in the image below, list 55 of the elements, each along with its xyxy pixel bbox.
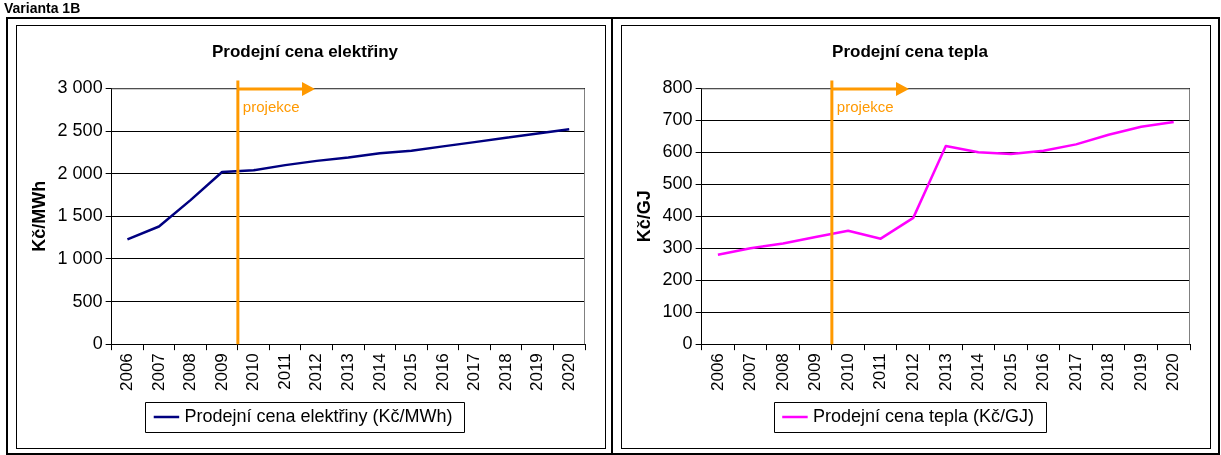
x-tick-label: 2010 (243, 353, 263, 392)
x-tick-label: 2006 (117, 353, 137, 392)
ref-line-label: projekce (836, 98, 894, 116)
x-tick-label: 2013 (338, 353, 358, 392)
x-tick-label: 2011 (274, 353, 294, 390)
x-tick-label: 2016 (432, 353, 452, 392)
ref-line-label: projekce (242, 98, 300, 116)
y-tick-label: 600 (662, 141, 693, 162)
x-tick-label: 2017 (464, 353, 484, 392)
y-tick-label: 400 (662, 205, 693, 226)
y-tick-label: 0 (682, 333, 693, 354)
y-tick-label: 2 500 (57, 120, 103, 140)
legend-label: Prodejní cena elektřiny (Kč/MWh) (184, 405, 453, 426)
x-tick-label: 2018 (495, 353, 515, 392)
x-tick-label: 2018 (1098, 353, 1118, 392)
x-tick-label: 2017 (1065, 353, 1085, 392)
x-tick-label: 2009 (211, 353, 231, 392)
x-tick-label: 2015 (401, 353, 421, 392)
x-tick-label: 2015 (1000, 353, 1020, 392)
x-tick-label: 2020 (558, 353, 578, 392)
y-tick-label: 500 (72, 290, 103, 311)
legend-label: Prodejní cena tepla (Kč/GJ) (812, 405, 1035, 426)
y-tick-label: 800 (662, 77, 693, 98)
x-tick-label: 2007 (740, 353, 760, 392)
y-tick-label: 1 000 (57, 247, 103, 268)
x-tick-label: 2009 (805, 353, 825, 392)
y-tick-label: 2 000 (57, 162, 103, 183)
y-tick-label: 700 (662, 109, 693, 130)
y-tick-label: 300 (662, 237, 693, 258)
x-tick-label: 2014 (369, 353, 389, 392)
y-tick-label: 500 (662, 173, 693, 194)
x-tick-label: 2014 (968, 353, 988, 392)
y-axis-title: Kč/GJ (633, 190, 654, 243)
x-tick-label: 2007 (148, 353, 168, 392)
y-tick-label: 3 000 (57, 77, 103, 98)
x-tick-label: 2006 (707, 353, 727, 392)
x-tick-label: 2013 (935, 353, 955, 392)
x-tick-label: 2019 (1130, 353, 1150, 392)
chart-title: Prodejní cena elektřiny (211, 41, 399, 61)
y-tick-label: 0 (92, 333, 103, 354)
x-tick-label: 2010 (837, 353, 857, 392)
y-tick-label: 100 (662, 301, 693, 322)
x-tick-label: 2020 (1163, 353, 1183, 392)
x-tick-label: 2008 (180, 353, 200, 392)
text: Varianta 1B (4, 0, 81, 16)
x-tick-label: 2016 (1033, 353, 1053, 392)
x-tick-label: 2008 (772, 353, 792, 392)
chart-title: Prodejní cena tepla (832, 41, 989, 61)
x-tick-label: 2012 (306, 353, 326, 392)
x-tick-label: 2019 (527, 353, 547, 392)
x-tick-label: 2012 (902, 353, 922, 392)
y-axis-title: Kč/MWh (28, 180, 49, 252)
y-tick-label: 1 500 (57, 205, 103, 226)
y-tick-label: 200 (662, 269, 693, 290)
x-tick-label: 2011 (870, 353, 890, 390)
